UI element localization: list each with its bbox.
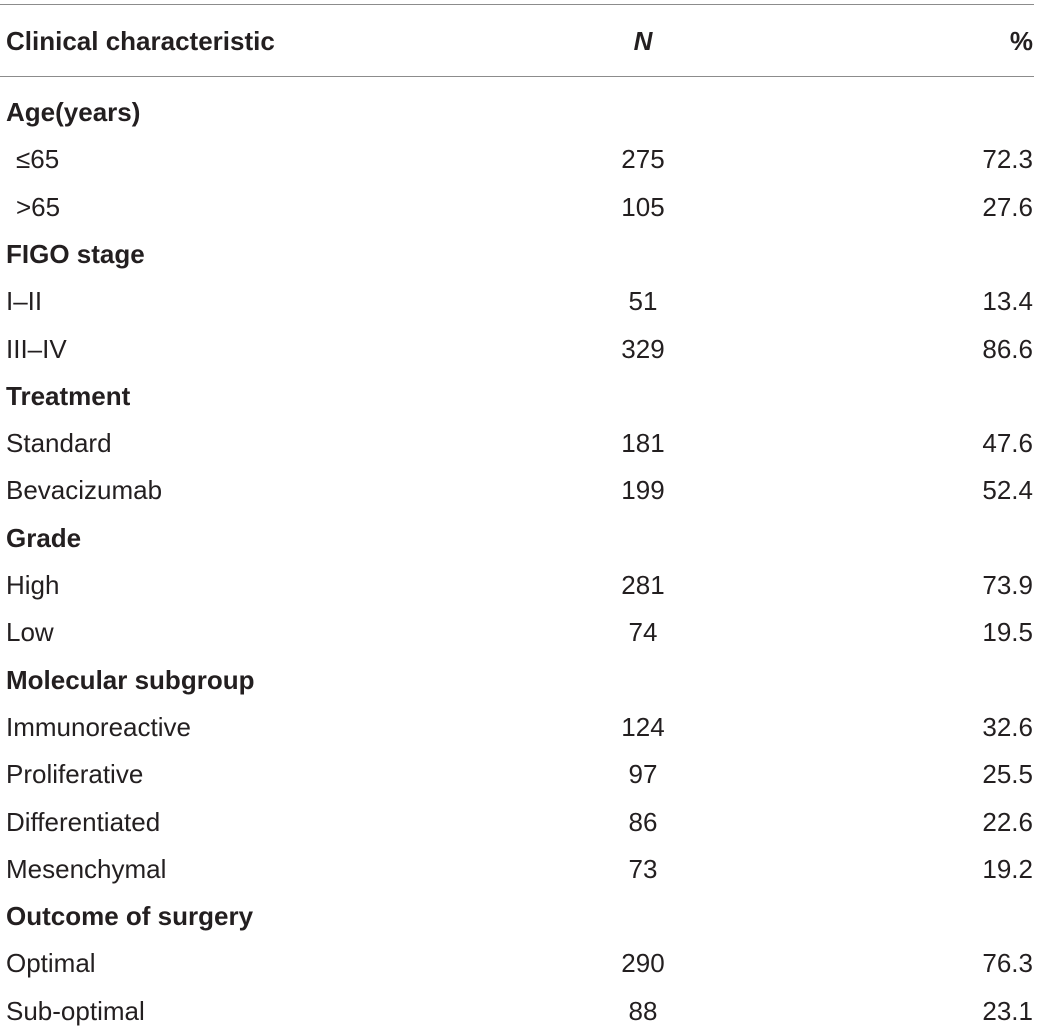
row-n-value: 97 (628, 759, 658, 790)
table-row: Proliferative 97 25.5 (0, 751, 1040, 798)
table-header-rule (0, 76, 1034, 77)
section-label: FIGO stage (6, 238, 145, 269)
row-n-value: 275 (621, 144, 665, 175)
row-n-value: 88 (628, 995, 658, 1026)
table-row: Bevacizumab 199 52.4 (0, 467, 1040, 514)
section-header-row: Grade (0, 515, 1040, 562)
row-percent-value: 86.6 (982, 333, 1033, 364)
row-label: High (6, 570, 60, 600)
table-row: High 281 73.9 (0, 562, 1040, 609)
table-row: I–II 51 13.4 (0, 278, 1040, 325)
row-n-value: 181 (621, 428, 665, 459)
section-header-row: Treatment (0, 373, 1040, 420)
row-label: ≤65 (16, 144, 60, 175)
row-n-value: 105 (621, 191, 665, 222)
row-label: Optimal (6, 948, 96, 979)
row-label: >65 (16, 191, 61, 222)
row-percent-value: 32.6 (982, 711, 1033, 742)
row-percent-value: 22.6 (982, 806, 1033, 837)
row-percent-value: 27.6 (982, 191, 1033, 222)
section-header-row: Age(years) (0, 89, 1040, 136)
section-label: Outcome of surgery (6, 901, 254, 932)
section-header-row: FIGO stage (0, 231, 1040, 278)
row-n-value: 74 (628, 617, 658, 648)
row-n-value: 281 (621, 570, 665, 600)
row-label: Differentiated (6, 806, 161, 837)
table-row: Immunoreactive 124 32.6 (0, 704, 1040, 751)
section-label: Treatment (6, 380, 131, 411)
row-percent-value: 72.3 (982, 144, 1033, 175)
row-percent-value: 73.9 (982, 570, 1033, 600)
row-label: III–IV (6, 333, 67, 364)
row-label: Low (6, 617, 54, 648)
row-label: Standard (6, 428, 112, 459)
row-n-value: 86 (628, 806, 658, 837)
row-percent-value: 13.4 (982, 286, 1033, 317)
header-n: N (633, 26, 653, 56)
row-percent-value: 25.5 (982, 759, 1033, 790)
row-label: Sub-optimal (6, 995, 145, 1026)
row-n-value: 51 (628, 286, 658, 317)
row-percent-value: 23.1 (982, 995, 1033, 1026)
header-characteristic: Clinical characteristic (6, 26, 275, 56)
row-label: Proliferative (6, 759, 144, 790)
table-top-rule (0, 4, 1034, 5)
table-row: Differentiated 86 22.6 (0, 799, 1040, 846)
table-row: III–IV 329 86.6 (0, 326, 1040, 373)
row-n-value: 199 (621, 475, 665, 506)
row-percent-value: 47.6 (982, 428, 1033, 459)
row-n-value: 124 (621, 711, 665, 742)
row-percent-value: 52.4 (982, 475, 1033, 506)
row-percent-value: 19.5 (982, 617, 1033, 648)
section-label: Age(years) (6, 97, 141, 127)
table-row: Optimal 290 76.3 (0, 940, 1040, 987)
row-n-value: 73 (628, 853, 658, 884)
section-header-row: Outcome of surgery (0, 893, 1040, 940)
header-percent: % (1009, 26, 1033, 56)
table-row: >65 105 27.6 (0, 184, 1040, 231)
section-header-row: Molecular subgroup (0, 657, 1040, 704)
section-label: Grade (6, 522, 82, 553)
table-row: Standard 181 47.6 (0, 420, 1040, 467)
table-header-row: Clinical characteristic N % (0, 18, 1040, 65)
row-percent-value: 19.2 (982, 853, 1033, 884)
table-row: Sub-optimal 88 23.1 (0, 988, 1040, 1035)
table-row: ≤65 275 72.3 (0, 136, 1040, 183)
row-n-value: 329 (621, 333, 665, 364)
row-label: Immunoreactive (6, 711, 191, 742)
table-row: Low 74 19.5 (0, 609, 1040, 656)
section-label: Molecular subgroup (6, 664, 255, 695)
row-label: I–II (6, 286, 43, 317)
row-n-value: 290 (621, 948, 665, 979)
table-row: Mesenchymal 73 19.2 (0, 846, 1040, 893)
row-label: Mesenchymal (6, 853, 167, 884)
row-label: Bevacizumab (6, 475, 163, 506)
row-percent-value: 76.3 (982, 948, 1033, 979)
